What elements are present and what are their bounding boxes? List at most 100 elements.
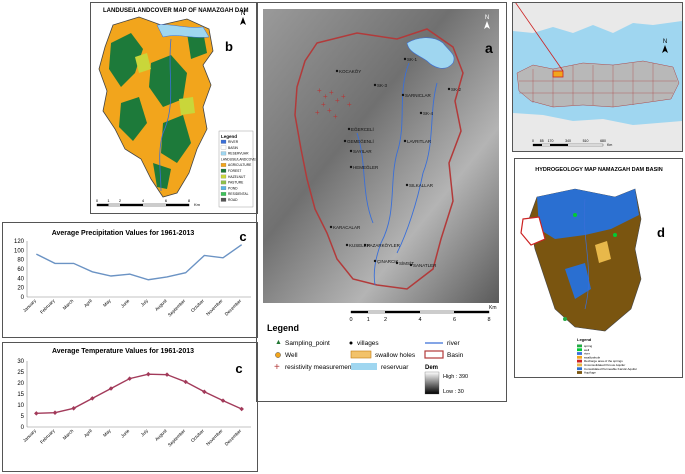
y-tick-label: 25 — [17, 370, 24, 376]
village-point — [345, 243, 349, 247]
resistivity-marker: + — [329, 88, 334, 97]
river-line — [356, 132, 374, 224]
village-point — [395, 261, 399, 265]
village-label: SK-4 — [423, 111, 434, 116]
resistivity-markers: ++ +++++ +++ — [315, 86, 352, 121]
resistivity-marker: + — [341, 92, 346, 101]
scale-label: 170 — [548, 139, 554, 143]
village-label: SILKALLAR — [409, 183, 434, 188]
forest-patch — [161, 115, 191, 163]
resistivity-marker: + — [315, 108, 320, 117]
data-point — [146, 371, 151, 377]
village-label: LAVRITLAR — [407, 139, 432, 144]
scale-unit: Km — [489, 305, 497, 311]
village-icon — [349, 341, 353, 345]
dem-map-figure: N a KOCAKÖY SK-1 SK-2 SK-3 SK-4 SARNICLAR EĞER… — [263, 9, 499, 395]
north-arrow-label: N — [240, 10, 245, 17]
panel-landuse-map: LANDUSE/LANDCOVER MAP OF NAMAZGAH DAM N … — [90, 2, 258, 214]
legend-swatch — [220, 192, 227, 196]
forest-patch — [109, 33, 143, 87]
legend-swatch — [220, 180, 227, 185]
data-point — [71, 406, 76, 411]
x-tick-label: July — [140, 298, 150, 308]
y-tick-label: 30 — [17, 359, 24, 365]
forest-patch — [149, 55, 187, 107]
x-tick-label: March — [62, 298, 75, 311]
legend-item-label: swallowhole — [584, 355, 601, 359]
x-tick-label: November — [205, 298, 224, 317]
swallow-hole-icon — [350, 350, 372, 359]
scale-label: 340 — [565, 139, 571, 143]
y-tick-label: 120 — [14, 239, 25, 245]
chart-title: Average Precipitation Values for 1961-20… — [52, 230, 195, 237]
landmass-south — [513, 113, 682, 151]
legend-item-label: Basin — [447, 352, 464, 359]
porous-aquifer-area — [595, 241, 611, 263]
x-tick-label: June — [120, 428, 131, 439]
village-point — [405, 183, 409, 187]
village-point — [409, 263, 413, 267]
x-tick-label: July — [140, 428, 150, 438]
scale-label: 680 — [600, 139, 606, 143]
series-line — [36, 373, 242, 415]
village-label: GEMEĞENLİ — [347, 138, 374, 144]
village-point — [373, 83, 377, 87]
hydrogeology-map-title: HYDROGEOLOGY MAP NAMAZGAH DAM BASIN — [535, 167, 663, 173]
hydrogeology-legend: Legend springwellriverswallowholeRecharg… — [577, 337, 637, 375]
legend-item-label: river — [447, 340, 460, 347]
panel-letter-b: b — [225, 39, 233, 54]
legend-item-label: Recharge area of the springs — [584, 359, 623, 363]
scale-unit: Km — [194, 202, 201, 207]
hazelnut-patch — [135, 53, 151, 73]
legend-item-label: swallow holes — [375, 352, 416, 359]
x-tick-label: April — [83, 428, 93, 438]
hazelnut-patch — [179, 97, 195, 115]
temperature-chart: Average Temperature Values for 1961-2013… — [17, 348, 251, 448]
legend-item-label: AGRICULTURE — [228, 163, 252, 167]
sampling-point-icon: ▲ — [275, 339, 282, 346]
scale-label: 2 — [119, 198, 122, 203]
x-tick-label: September — [167, 298, 187, 318]
village-point — [401, 93, 405, 97]
x-tick-label: January — [22, 428, 38, 444]
x-tick-label: May — [102, 298, 112, 308]
landuse-legend: Legend RIVER BASIN RESERVUARLANDUSE/LANDCO… — [218, 130, 257, 208]
legend-item-label: resistivity measurement — [285, 364, 353, 371]
inset-leader-line — [515, 3, 564, 72]
legend-swatch — [577, 355, 582, 359]
legend-swatch — [220, 163, 227, 167]
x-tick-label: March — [62, 428, 75, 441]
reservoir-shape — [406, 37, 455, 69]
y-tick-label: 40 — [17, 276, 24, 282]
dem-low-label: Low : 30 — [443, 389, 464, 395]
dem-legend: Legend ▲ Sampling_point villages river W… — [267, 323, 468, 395]
study-area-marker — [552, 70, 564, 78]
legend-item-label: RESERVUAR — [228, 152, 249, 156]
x-tick-label: April — [83, 298, 93, 308]
hydro-legend-title: Legend — [577, 337, 592, 342]
scale-label: 4 — [418, 317, 421, 323]
karstic-aquifer-area — [565, 263, 591, 299]
village-point — [363, 243, 367, 247]
legend-swatch — [220, 145, 227, 150]
village-point — [447, 87, 451, 91]
y-tick-label: 100 — [14, 248, 25, 254]
basin-legend-icon — [424, 350, 444, 359]
landuse-scale-bar: 0 1 2 4 6 8 Km — [96, 198, 201, 207]
legend-item-label: POND — [228, 186, 238, 190]
village-point — [373, 259, 377, 263]
province-borders — [519, 63, 677, 107]
panel-dem-map: N a KOCAKÖY SK-1 SK-2 SK-3 SK-4 SARNICLAR EĞER… — [256, 2, 507, 402]
panel-hydrogeology-map: HYDROGEOLOGY MAP NAMAZGAH DAM BASIN d Le… — [514, 158, 683, 378]
hydrogeology-map-figure: HYDROGEOLOGY MAP NAMAZGAH DAM BASIN d Le… — [520, 167, 665, 375]
well-marker — [573, 213, 577, 217]
turkey-shape — [516, 60, 680, 108]
panel-temperature-chart: Average Temperature Values for 1961-2013… — [2, 342, 258, 472]
forest-patch — [119, 97, 147, 141]
legend-swatch — [577, 363, 582, 367]
village-point — [349, 149, 353, 153]
legend-swatch — [577, 371, 582, 374]
resistivity-marker: + — [327, 106, 332, 115]
landuse-legend-title: Legend — [221, 134, 237, 139]
village-label: KARACALAR — [333, 225, 361, 230]
